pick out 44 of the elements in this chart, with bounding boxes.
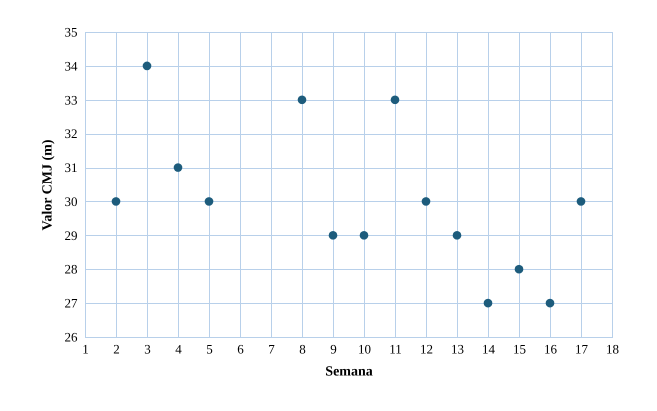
y-tick-label: 30	[64, 194, 78, 209]
x-tick-label: 14	[482, 342, 496, 356]
x-tick-label: 18	[606, 342, 619, 356]
x-tick-label: 8	[299, 342, 306, 356]
y-tick-label: 27	[64, 296, 78, 311]
x-tick-label: 11	[389, 342, 402, 356]
x-tick-label: 17	[575, 342, 588, 356]
point	[142, 62, 152, 70]
y-tick-label: 31	[64, 160, 78, 176]
x-tick-label: 6	[237, 342, 244, 356]
point	[576, 197, 586, 206]
x-tick-label: 13	[451, 342, 464, 356]
point	[328, 231, 338, 240]
point	[422, 197, 430, 206]
x-tick-label: 7	[268, 342, 276, 356]
x-tick-label: 2	[113, 342, 120, 356]
x-tick-label: 4	[175, 342, 182, 356]
point	[452, 231, 462, 240]
x-tick-label: 1	[82, 342, 89, 356]
point	[360, 231, 368, 240]
point	[174, 163, 182, 172]
y-tick-label: 33	[64, 92, 78, 108]
y-tick-label: 28	[64, 262, 78, 277]
point	[514, 264, 524, 274]
x-tick-label: 15	[513, 342, 526, 356]
point	[112, 197, 120, 206]
x-tick-label: 16	[544, 342, 558, 356]
x-tick-label: 12	[420, 342, 433, 356]
x-tick-label: 9	[330, 342, 337, 356]
point	[390, 95, 400, 104]
y-tick-label: 35	[64, 24, 78, 40]
x-tick-label: 5	[206, 342, 213, 356]
y-tick-label: 34	[64, 58, 78, 74]
y-axis-title: Valor CMJ (m)	[40, 139, 56, 230]
x-tick-label: 3	[144, 342, 151, 356]
point	[484, 298, 492, 308]
point	[546, 298, 554, 308]
y-tick-label: 29	[64, 228, 78, 243]
x-axis-title: Semana	[325, 364, 373, 380]
x-tick-label: 10	[358, 342, 371, 356]
y-tick-label: 26	[64, 330, 78, 344]
point	[204, 197, 214, 206]
y-tick-label: 32	[64, 126, 78, 142]
point	[298, 95, 306, 104]
